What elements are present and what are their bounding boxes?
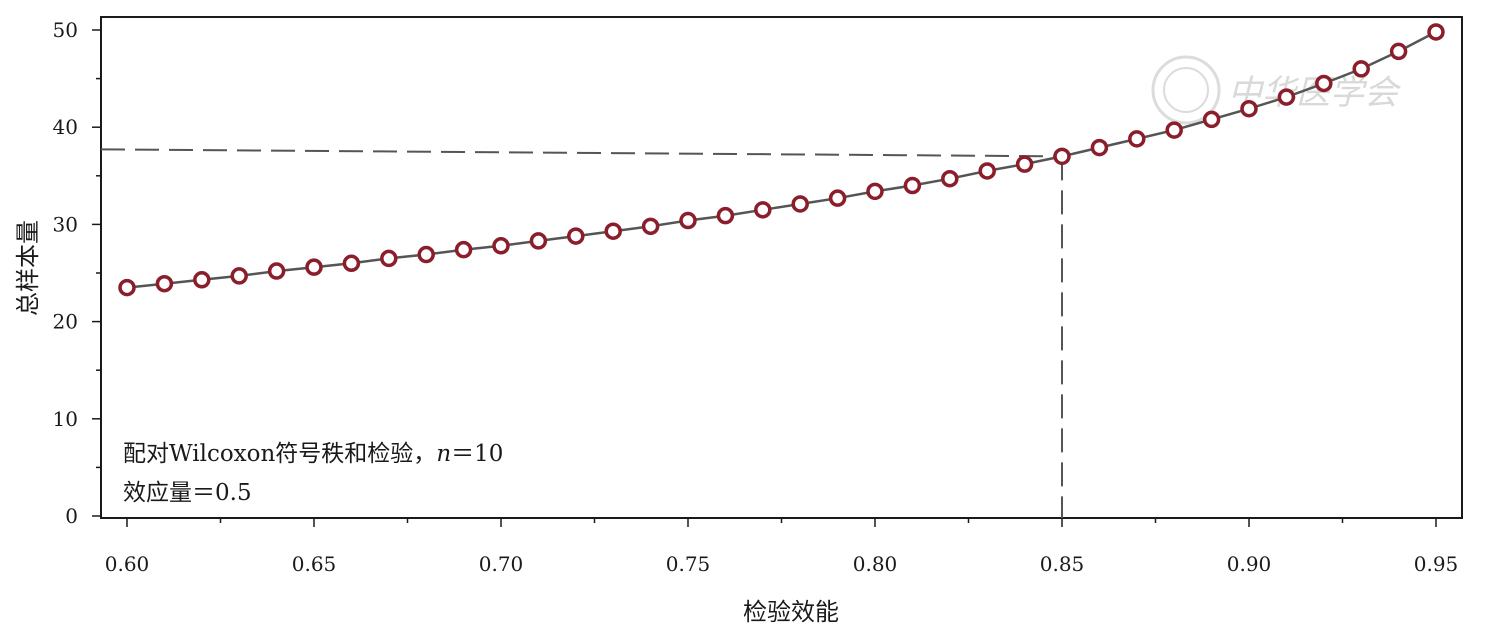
y-axis-title: 总样本量 (14, 220, 42, 316)
x-axis: 0.60 0.65 0.70 0.75 0.80 0.85 0.90 0.95 (105, 518, 1459, 576)
y-axis: 0 10 20 30 40 50 (53, 18, 101, 528)
x-tick-label: 0.90 (1227, 552, 1272, 576)
x-tick-label: 0.85 (1040, 552, 1085, 576)
data-point (1352, 60, 1370, 78)
x-tick-label: 0.75 (666, 552, 711, 576)
data-point (492, 237, 510, 255)
data-point (342, 254, 361, 273)
data-point (529, 232, 548, 250)
data-point (828, 189, 847, 207)
x-tick-label: 0.80 (853, 552, 898, 576)
y-tick-label: 40 (53, 115, 78, 139)
data-series (118, 23, 1445, 297)
data-point (941, 169, 959, 188)
data-point (679, 211, 697, 230)
data-point (1053, 147, 1071, 166)
data-point (1427, 23, 1445, 41)
data-point (903, 176, 922, 195)
reference-lines (100, 148, 1063, 518)
data-point (230, 267, 248, 285)
annotation-n-value: ＝10 (451, 441, 503, 467)
data-point (155, 274, 174, 293)
data-point (1090, 138, 1109, 157)
series-line (126, 30, 1437, 289)
data-point (1315, 74, 1333, 93)
data-point (380, 249, 398, 268)
data-point (1015, 155, 1034, 173)
data-point (193, 271, 211, 289)
data-point (417, 245, 435, 264)
data-point (791, 195, 809, 213)
data-point (1240, 99, 1258, 118)
annotation-test-prefix: 配对Wilcoxon符号秩和检验， (123, 441, 436, 467)
data-point (567, 227, 585, 245)
data-point (1165, 121, 1183, 139)
x-tick-label: 0.70 (479, 552, 524, 576)
data-point (1277, 88, 1296, 106)
annotation-effect-size: 效应量＝0.5 (123, 480, 252, 506)
y-tick-label: 50 (53, 18, 78, 42)
horizontal-reference-line (100, 148, 1063, 158)
data-point (716, 206, 735, 225)
data-point (1389, 42, 1408, 61)
annotation-n-symbol: n (436, 441, 451, 467)
data-point (754, 201, 772, 219)
data-point (641, 217, 660, 236)
data-point (1202, 110, 1221, 129)
data-point (978, 162, 996, 180)
x-tick-label: 0.60 (105, 552, 150, 576)
x-tick-label: 0.65 (292, 552, 337, 576)
y-tick-label: 10 (53, 407, 78, 431)
data-point (305, 258, 323, 276)
data-point (267, 262, 286, 280)
watermark-emblem-icon (1151, 55, 1221, 125)
data-point (1128, 130, 1146, 148)
y-tick-label: 20 (53, 310, 78, 334)
x-tick-label: 0.95 (1414, 552, 1459, 576)
data-point (454, 240, 473, 259)
x-axis-title: 检验效能 (743, 598, 839, 626)
data-point (866, 182, 884, 201)
data-point (118, 278, 136, 297)
y-tick-label: 0 (65, 504, 78, 528)
annotation-test-name: 配对Wilcoxon符号秩和检验，n＝10 (123, 441, 503, 467)
data-point (604, 222, 622, 240)
watermark-emblem-inner (1163, 67, 1209, 113)
y-tick-label: 30 (53, 212, 78, 236)
